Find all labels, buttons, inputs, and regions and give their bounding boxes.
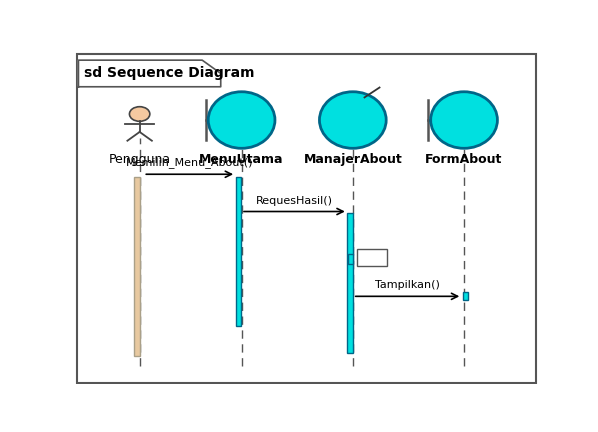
Text: Pengguna: Pengguna	[109, 153, 170, 166]
Text: RequesHasil(): RequesHasil()	[256, 196, 333, 206]
Text: Tampilkan(): Tampilkan()	[375, 280, 440, 290]
Ellipse shape	[208, 92, 275, 148]
FancyBboxPatch shape	[236, 177, 241, 326]
Text: MenuUtama: MenuUtama	[199, 153, 284, 166]
Ellipse shape	[431, 92, 498, 148]
Text: FormAbout: FormAbout	[425, 153, 503, 166]
Text: Memilih_Menu_About(): Memilih_Menu_About()	[126, 157, 254, 168]
FancyBboxPatch shape	[347, 254, 353, 264]
Polygon shape	[78, 60, 221, 87]
FancyBboxPatch shape	[463, 292, 468, 300]
FancyBboxPatch shape	[77, 54, 536, 383]
Text: sd Sequence Diagram: sd Sequence Diagram	[84, 67, 255, 80]
FancyBboxPatch shape	[133, 177, 140, 356]
Circle shape	[129, 107, 150, 121]
FancyBboxPatch shape	[356, 249, 387, 267]
Ellipse shape	[319, 92, 386, 148]
Text: ManajerAbout: ManajerAbout	[303, 153, 402, 166]
FancyBboxPatch shape	[347, 213, 353, 353]
